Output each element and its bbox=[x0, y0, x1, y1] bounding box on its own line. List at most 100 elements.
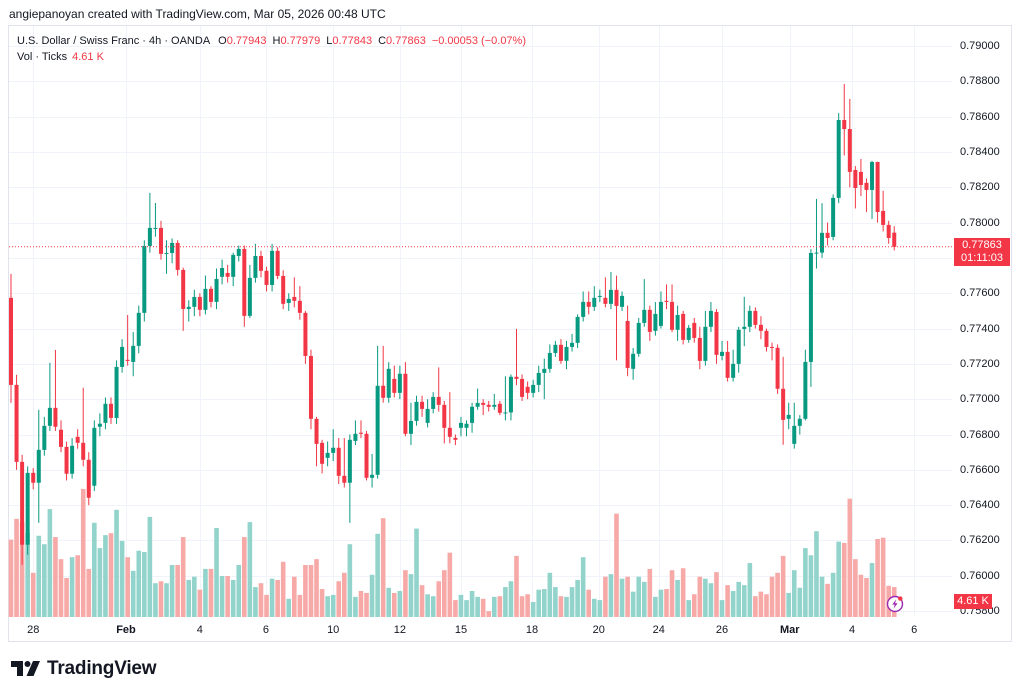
candle-body bbox=[53, 407, 58, 427]
candle-body bbox=[525, 386, 530, 393]
candle-body bbox=[9, 297, 13, 385]
candle-body bbox=[681, 313, 686, 340]
volume-bar bbox=[869, 563, 875, 617]
volume-bar bbox=[297, 594, 303, 617]
volume-bar bbox=[19, 522, 25, 617]
candle-body bbox=[286, 298, 291, 303]
volume-bar bbox=[158, 581, 164, 617]
volume-bar bbox=[47, 509, 53, 617]
candle-body bbox=[547, 352, 552, 369]
candle-body bbox=[570, 342, 575, 347]
volume-bar bbox=[380, 518, 386, 617]
volume-bar bbox=[464, 600, 469, 617]
close-value: 0.77863 bbox=[386, 35, 426, 47]
candle-body bbox=[325, 452, 330, 458]
volume-bar bbox=[641, 581, 647, 617]
symbol-title[interactable]: U.S. Dollar / Swiss Franc · 4h · OANDA bbox=[17, 35, 211, 47]
high-label: H bbox=[272, 35, 281, 47]
chart-attribution: angiepanoyan created with TradingView.co… bbox=[9, 7, 386, 21]
candle-body bbox=[97, 423, 102, 427]
time-tick-label: 28 bbox=[27, 624, 40, 636]
bar-countdown: 01:11:03 bbox=[960, 252, 1003, 264]
candle-body bbox=[631, 353, 636, 369]
volume-indicator-title[interactable]: Vol · Ticks bbox=[17, 51, 68, 63]
candle-body bbox=[342, 475, 347, 483]
candle-body bbox=[175, 242, 180, 270]
volume-bar bbox=[225, 576, 230, 617]
candle-body bbox=[408, 420, 413, 434]
volume-bar bbox=[558, 596, 564, 617]
price-tick-label: 0.76800 bbox=[960, 428, 1000, 441]
candle-body bbox=[486, 404, 491, 407]
volume-bar bbox=[164, 583, 169, 617]
candle-body bbox=[858, 171, 863, 185]
volume-bar bbox=[386, 587, 392, 617]
candle-body bbox=[314, 418, 319, 444]
candle-body bbox=[503, 412, 508, 414]
volume-bar bbox=[486, 611, 492, 617]
volume-bar bbox=[319, 589, 325, 617]
candle-body bbox=[214, 278, 219, 302]
candle-body bbox=[147, 227, 152, 246]
candle-body bbox=[81, 442, 86, 460]
volume-bar bbox=[669, 570, 675, 617]
candle-body bbox=[381, 385, 386, 398]
volume-bar bbox=[358, 591, 364, 617]
volume-bar bbox=[258, 583, 264, 617]
candle-body bbox=[131, 345, 136, 362]
change-value: −0.00053 (−0.07%) bbox=[431, 35, 526, 47]
volume-bar bbox=[753, 596, 758, 617]
candle-body bbox=[86, 459, 91, 498]
volume-bar bbox=[153, 583, 158, 617]
volume-bar bbox=[425, 594, 430, 617]
price-tick-label: 0.76200 bbox=[960, 534, 1000, 547]
price-tick-label: 0.77200 bbox=[960, 357, 1000, 370]
time-tick-label: 15 bbox=[454, 624, 468, 636]
candle-body bbox=[881, 210, 886, 225]
candle-body bbox=[520, 378, 525, 397]
volume-bar bbox=[136, 550, 142, 617]
lightning-alert-icon[interactable] bbox=[886, 595, 904, 613]
candle-body bbox=[536, 372, 541, 385]
candle-body bbox=[242, 248, 247, 316]
candle-body bbox=[514, 376, 519, 379]
volume-bar bbox=[364, 592, 369, 617]
candle-body bbox=[714, 311, 719, 355]
candle-body bbox=[886, 224, 891, 238]
candle-body bbox=[747, 310, 752, 327]
candle-body bbox=[136, 312, 141, 346]
candle-body bbox=[258, 255, 263, 271]
volume-bar bbox=[697, 576, 703, 617]
volume-bar bbox=[58, 559, 64, 617]
candle-body bbox=[720, 351, 725, 356]
volume-bar bbox=[747, 563, 753, 617]
volume-bar bbox=[725, 585, 730, 617]
candle-body bbox=[75, 436, 80, 443]
candle-body bbox=[708, 310, 713, 327]
candle-body bbox=[442, 404, 447, 428]
volume-bar bbox=[758, 591, 764, 617]
tradingview-logo[interactable]: TradingView bbox=[11, 658, 157, 680]
volume-bar bbox=[325, 596, 330, 617]
candle-body bbox=[186, 306, 191, 309]
volume-bar bbox=[547, 572, 553, 617]
volume-bar bbox=[408, 574, 414, 617]
candle-body bbox=[647, 309, 652, 332]
volume-bar bbox=[475, 596, 480, 617]
price-tick-label: 0.76000 bbox=[960, 569, 1000, 582]
volume-bar bbox=[275, 579, 280, 617]
candle-body bbox=[864, 182, 869, 190]
volume-bar bbox=[375, 533, 380, 617]
candle-body bbox=[642, 309, 647, 323]
volume-bar bbox=[230, 579, 236, 617]
volume-bar bbox=[97, 548, 103, 617]
volume-bar bbox=[147, 516, 153, 617]
candle-body bbox=[797, 418, 802, 426]
volume-bar bbox=[192, 576, 197, 617]
volume-bar bbox=[619, 578, 625, 617]
high-value: 0.77979 bbox=[280, 35, 321, 47]
legend-price-row: U.S. Dollar / Swiss Franc · 4h · OANDA O… bbox=[17, 33, 526, 49]
volume-bar bbox=[625, 576, 630, 617]
candle-body bbox=[70, 445, 75, 474]
